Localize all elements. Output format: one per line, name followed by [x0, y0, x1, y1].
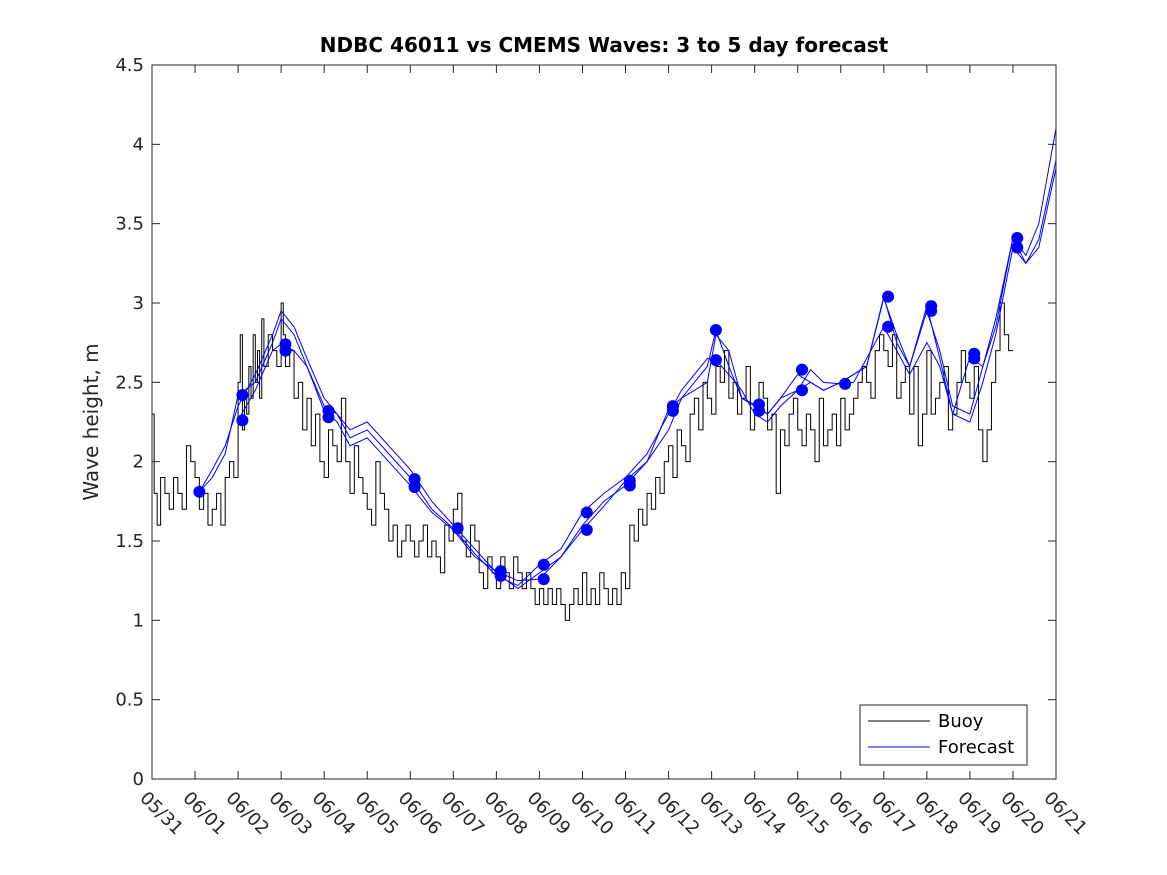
x-tick-label: 06/21 [1039, 788, 1091, 840]
forecast-marker [1011, 241, 1024, 254]
forecast-marker [882, 320, 895, 333]
x-tick-label: 06/18 [910, 788, 962, 840]
forecast-marker [882, 290, 895, 303]
x-tick-label: 06/11 [609, 788, 661, 840]
forecast-marker [236, 389, 249, 402]
y-tick-label: 2.5 [115, 372, 144, 393]
forecast-series-line [237, 168, 1057, 582]
x-tick-label: 06/16 [824, 788, 876, 840]
chart-title: NDBC 46011 vs CMEMS Waves: 3 to 5 day fo… [320, 33, 889, 57]
forecast-marker [537, 573, 550, 586]
x-tick-label: 06/15 [781, 788, 833, 840]
y-tick-label: 2 [133, 452, 144, 473]
legend-forecast-label: Forecast [938, 737, 1014, 758]
forecast-marker [925, 304, 938, 317]
x-tick-label: 05/31 [135, 788, 187, 840]
plot-area [152, 128, 1057, 621]
forecast-marker [666, 404, 679, 417]
x-tick-label: 06/07 [437, 788, 489, 840]
forecast-series-line [198, 160, 1057, 587]
x-tick-label: 06/10 [566, 788, 618, 840]
forecast-marker [623, 479, 636, 492]
plot-frame [151, 64, 1057, 780]
y-axis-label: Wave height, m [79, 343, 103, 500]
forecast-marker [709, 354, 722, 367]
y-tick-label: 0.5 [115, 690, 144, 711]
legend-buoy-label: Buoy [938, 711, 984, 732]
forecast-marker [839, 377, 852, 390]
x-tick-label: 06/06 [394, 788, 446, 840]
legend: Buoy Forecast [859, 704, 1028, 766]
x-tick-label: 06/14 [738, 788, 790, 840]
forecast-marker [236, 414, 249, 427]
y-tick-label: 3 [133, 293, 144, 314]
forecast-series-line [198, 128, 1057, 590]
forecast-marker [451, 522, 464, 535]
forecast-marker [968, 352, 981, 365]
forecast-marker [279, 344, 292, 357]
x-tick-label: 06/19 [953, 788, 1005, 840]
x-tick-label: 06/17 [867, 788, 919, 840]
x-tick-label: 06/12 [652, 788, 704, 840]
x-tick-label: 06/01 [179, 788, 231, 840]
forecast-marker [752, 404, 765, 417]
x-tick-label: 06/02 [222, 788, 274, 840]
x-tick-label: 06/09 [523, 788, 575, 840]
forecast-marker [494, 569, 507, 582]
y-tick-label: 4.5 [115, 55, 144, 76]
forecast-marker [408, 481, 421, 494]
forecast-marker [580, 506, 593, 519]
legend-box [859, 704, 1028, 766]
y-tick-label: 4 [133, 134, 144, 155]
forecast-marker [796, 384, 809, 397]
y-tick-label: 1.5 [115, 531, 144, 552]
forecast-marker [322, 411, 335, 424]
y-tick-label: 0 [133, 769, 144, 790]
x-tick-label: 06/20 [996, 788, 1048, 840]
forecast-marker [709, 323, 722, 336]
y-tick-label: 1 [133, 610, 144, 631]
forecast-marker [796, 363, 809, 376]
forecast-marker [1011, 231, 1024, 244]
y-tick-label: 3.5 [115, 214, 144, 235]
x-tick-label: 06/13 [695, 788, 747, 840]
x-tick-label: 06/08 [480, 788, 532, 840]
forecast-marker [580, 523, 593, 536]
x-tick-label: 06/05 [351, 788, 403, 840]
x-tick-label: 06/03 [265, 788, 317, 840]
x-tick-label: 06/04 [308, 788, 360, 840]
forecast-marker [193, 485, 206, 498]
forecast-marker [537, 558, 550, 571]
